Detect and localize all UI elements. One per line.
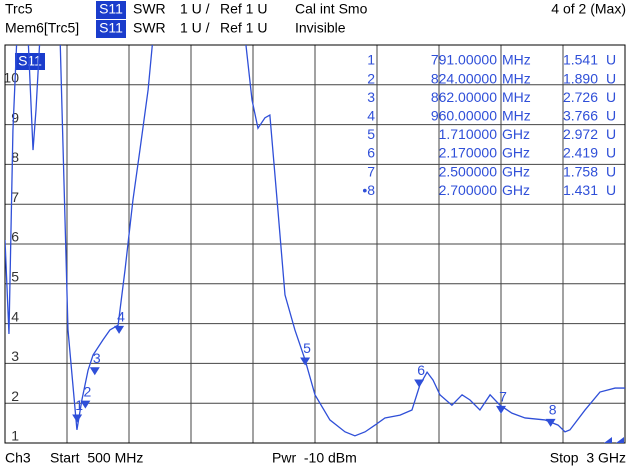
y-tick-label: 5: [11, 269, 19, 285]
marker-label: 5: [303, 340, 311, 356]
markers: 1 1 791.00000 MHz 1.541 U 2 2 824.00000 MHz 1.890 U…: [72, 52, 616, 427]
header-text: Trc5: [5, 1, 33, 17]
marker-value-unit: U: [606, 108, 616, 124]
marker-unit: GHz: [502, 126, 530, 142]
marker-number: 4: [367, 108, 375, 124]
offscreen-marker-icons: [604, 437, 624, 443]
marker-unit: MHz: [502, 89, 531, 105]
marker-triangle: [80, 400, 91, 409]
header-text: Cal int Smo: [295, 1, 368, 17]
marker-value: 1.890: [563, 70, 598, 86]
header-text: Invisible: [295, 20, 346, 36]
header-text: 1 U /: [180, 20, 210, 36]
marker-triangle: [72, 414, 83, 423]
trace-param: S11: [99, 20, 123, 36]
marker-value-unit: U: [606, 163, 616, 179]
marker-label: 6: [417, 362, 425, 378]
marker-number: 5: [367, 126, 375, 142]
marker-value: 2.726: [563, 89, 598, 105]
marker-triangle: [545, 418, 556, 427]
marker-freq: 2.170000: [439, 145, 498, 161]
header-text: Mem6[Trc5]: [5, 20, 79, 36]
y-tick-label: 6: [11, 229, 19, 245]
marker-freq: 2.700000: [439, 182, 498, 198]
marker-number: 7: [367, 163, 375, 179]
marker-triangle: [114, 325, 125, 334]
header-text: Ref 1 U: [220, 1, 267, 17]
marker-label: 1: [75, 397, 83, 413]
marker-triangle: [300, 357, 311, 366]
marker-value: 1.431: [563, 182, 598, 198]
marker-number: •8: [362, 182, 375, 198]
marker-label: 3: [93, 350, 101, 366]
trace-param: S11: [99, 1, 123, 17]
marker-label: 7: [499, 389, 507, 405]
marker-value: 2.419: [563, 145, 598, 161]
channel: Ch3: [5, 450, 31, 466]
stop-freq: Stop 3 GHz: [550, 450, 626, 466]
marker-freq: 824.00000: [431, 70, 497, 86]
y-tick-label: 3: [11, 348, 19, 364]
marker-value: 3.766: [563, 108, 598, 124]
marker-label: 2: [83, 383, 91, 399]
marker-freq: 791.00000: [431, 52, 497, 68]
marker-label: 8: [549, 402, 557, 418]
marker-number: 3: [367, 89, 375, 105]
header-text: SWR: [133, 20, 166, 36]
header: Trc5 S11 SWR 1 U / Ref 1 U Cal int Smo 4 of 2 …: [5, 1, 626, 38]
footer: Ch3 Start 500 MHz Pwr -10 dBm Stop 3 GHz: [5, 450, 626, 466]
trace-label-badge: [15, 53, 45, 70]
marker-unit: MHz: [502, 108, 531, 124]
marker-unit: MHz: [502, 70, 531, 86]
marker-value-unit: U: [606, 145, 616, 161]
start-freq: Start 500 MHz: [50, 450, 143, 466]
marker-triangle: [414, 379, 425, 388]
marker-freq: 862.00000: [431, 89, 497, 105]
marker-value: 2.972: [563, 126, 598, 142]
y-tick-label: 10: [3, 70, 19, 86]
marker-unit: GHz: [502, 182, 530, 198]
power: Pwr -10 dBm: [272, 450, 357, 466]
marker-unit: GHz: [502, 163, 530, 179]
marker-label: 4: [117, 309, 125, 325]
header-text: 1 U /: [180, 1, 210, 17]
trace-label: S11: [18, 53, 42, 69]
y-tick-label: 2: [11, 388, 19, 404]
marker-triangle: [496, 405, 506, 414]
marker-freq: 2.500000: [439, 163, 498, 179]
marker-value-unit: U: [606, 182, 616, 198]
marker-freq: 1.710000: [439, 126, 498, 142]
y-tick-label: 8: [11, 149, 19, 165]
y-tick-label: 4: [11, 308, 19, 324]
marker-value-unit: U: [606, 52, 616, 68]
marker-value-unit: U: [606, 70, 616, 86]
y-tick-label: 7: [11, 189, 19, 205]
marker-value: 1.758: [563, 163, 598, 179]
marker-value: 1.541: [563, 52, 598, 68]
trace-badge: [96, 1, 126, 19]
y-tick-label: 9: [11, 109, 19, 125]
header-text: SWR: [133, 1, 166, 17]
marker-triangle: [89, 367, 100, 376]
y-tick-label: 1: [11, 428, 19, 444]
marker-number: 6: [367, 145, 375, 161]
trace-count: 4 of 2 (Max): [551, 1, 626, 17]
marker-unit: MHz: [502, 52, 531, 68]
marker-value-unit: U: [606, 89, 616, 105]
trace-badge: [96, 20, 126, 38]
marker-number: 2: [367, 70, 375, 86]
marker-number: 1: [367, 52, 375, 68]
marker-freq: 960.00000: [431, 108, 497, 124]
marker-value-unit: U: [606, 126, 616, 142]
marker-unit: GHz: [502, 145, 530, 161]
header-text: Ref 1 U: [220, 20, 267, 36]
